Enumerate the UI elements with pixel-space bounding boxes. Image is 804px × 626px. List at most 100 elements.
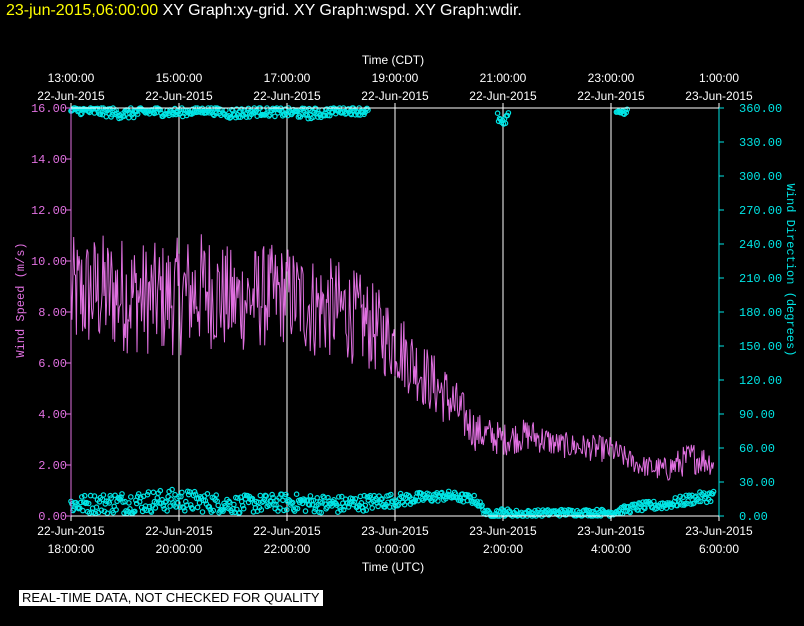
wdir-point: [164, 508, 170, 514]
chart-series: [68, 105, 717, 519]
wdir-point: [170, 111, 176, 118]
top-axis: 13:00:00 22-Jun-2015 15:00:00 22-Jun-2015 17…: [37, 71, 753, 108]
wdir-point: [137, 494, 144, 501]
wdir-point: [471, 492, 478, 499]
wdir-point: [345, 504, 352, 510]
right-tick-label: 270.00: [739, 204, 782, 218]
wdir-point: [118, 494, 124, 500]
title-graph-list: XY Graph:xy-grid. XY Graph:wspd. XY Grap…: [162, 2, 522, 19]
wdir-point: [269, 491, 275, 498]
wdir-point: [397, 490, 404, 497]
wdir-point: [240, 505, 247, 512]
top-tick-date: 22-Jun-2015: [577, 89, 645, 103]
wdir-point: [627, 509, 634, 516]
wdir-point: [128, 494, 134, 500]
wdir-point: [596, 511, 603, 518]
wdir-point: [583, 507, 589, 513]
quality-notice: REAL-TIME DATA, NOT CHECKED FOR QUALITY: [19, 590, 323, 606]
wdir-point: [236, 509, 243, 516]
wdir-point: [148, 509, 155, 515]
right-axis-title: Wind Direction (degrees): [783, 184, 797, 357]
wdir-point: [202, 497, 209, 504]
bottom-tick-date: 22-Jun-2015: [253, 524, 321, 538]
wdir-point: [283, 506, 290, 513]
wdir-point: [80, 507, 86, 514]
wdir-point: [310, 497, 317, 504]
wdir-point: [369, 505, 376, 511]
wdir-point: [194, 504, 201, 511]
bottom-axis-title: Time (UTC): [362, 560, 424, 574]
left-axis: 0.00 2.00 4.00 6.00 8.00 10.00 12.00 14.00 16.00: [31, 102, 71, 524]
wdir-point: [504, 112, 511, 119]
bottom-tick-time: 2:00:00: [483, 542, 523, 556]
wdir-point: [324, 504, 330, 511]
wdir-point: [347, 110, 354, 117]
wdir-point: [318, 509, 325, 516]
bottom-tick-time: 6:00:00: [699, 542, 739, 556]
wdir-point: [235, 114, 242, 120]
wdir-point: [231, 501, 237, 508]
wdir-point: [457, 497, 464, 504]
wdir-point: [147, 108, 154, 114]
wdir-point: [182, 507, 188, 514]
wdir-point: [113, 506, 119, 513]
wdir-point: [144, 491, 151, 498]
wdir-point: [106, 500, 113, 506]
wdir-point: [229, 509, 235, 516]
wdir-point: [249, 495, 256, 502]
top-axis-title: Time (CDT): [362, 53, 424, 67]
bottom-tick-time: 4:00:00: [591, 542, 631, 556]
title-timestamp: 23-jun-2015,06:00:00: [6, 2, 159, 19]
wdir-point: [134, 111, 141, 117]
top-tick-time: 23:00:00: [588, 71, 635, 85]
wdir-point: [387, 491, 394, 498]
wdir-point: [204, 490, 211, 497]
top-tick-date: 22-Jun-2015: [361, 89, 429, 103]
wdir-point: [270, 494, 276, 501]
left-tick-label: 10.00: [31, 255, 67, 269]
wdir-point: [157, 487, 164, 494]
wdir-point: [305, 115, 312, 122]
wdir-point: [183, 498, 189, 505]
graph-title: 23-jun-2015,06:00:00 XY Graph:xy-grid. X…: [6, 2, 522, 20]
bottom-tick-date: 23-Jun-2015: [361, 524, 429, 538]
wdir-point: [78, 499, 84, 506]
wdir-point: [710, 488, 717, 495]
wdir-point: [696, 498, 702, 505]
wdir-point: [263, 493, 270, 499]
wdir-point: [179, 489, 185, 496]
bottom-tick-date: 22-Jun-2015: [37, 524, 105, 538]
wdir-point: [361, 492, 368, 499]
left-tick-label: 14.00: [31, 153, 67, 167]
wdir-point: [307, 493, 314, 499]
wdir-point: [314, 494, 321, 501]
wdir-point: [365, 497, 372, 504]
wdir-point: [154, 495, 161, 501]
wdir-point: [258, 507, 265, 513]
wdir-point: [91, 493, 98, 499]
wdir-point: [352, 495, 359, 502]
bottom-tick-time: 18:00:00: [48, 542, 95, 556]
wdir-point: [188, 504, 195, 511]
wdir-point: [401, 501, 408, 508]
wdir-point: [110, 509, 117, 516]
top-tick-date: 22-Jun-2015: [469, 89, 537, 103]
wdir-point: [181, 504, 187, 511]
wdir-point: [78, 111, 84, 118]
top-tick-time: 15:00:00: [156, 71, 203, 85]
wdir-point: [283, 491, 289, 498]
wdir-point: [625, 503, 632, 510]
wdir-point: [697, 498, 704, 505]
wdir-point: [130, 114, 137, 121]
wdir-point: [100, 492, 107, 498]
wdir-point: [238, 106, 245, 112]
wdir-point: [623, 109, 630, 116]
wdir-point: [363, 507, 370, 513]
wdir-point: [210, 111, 216, 118]
wdir-point: [213, 492, 220, 498]
wdir-point: [196, 500, 203, 506]
wdir-point: [199, 509, 206, 515]
wdir-point: [272, 113, 278, 120]
wdir-point: [375, 503, 381, 510]
wdir-point: [337, 507, 344, 513]
